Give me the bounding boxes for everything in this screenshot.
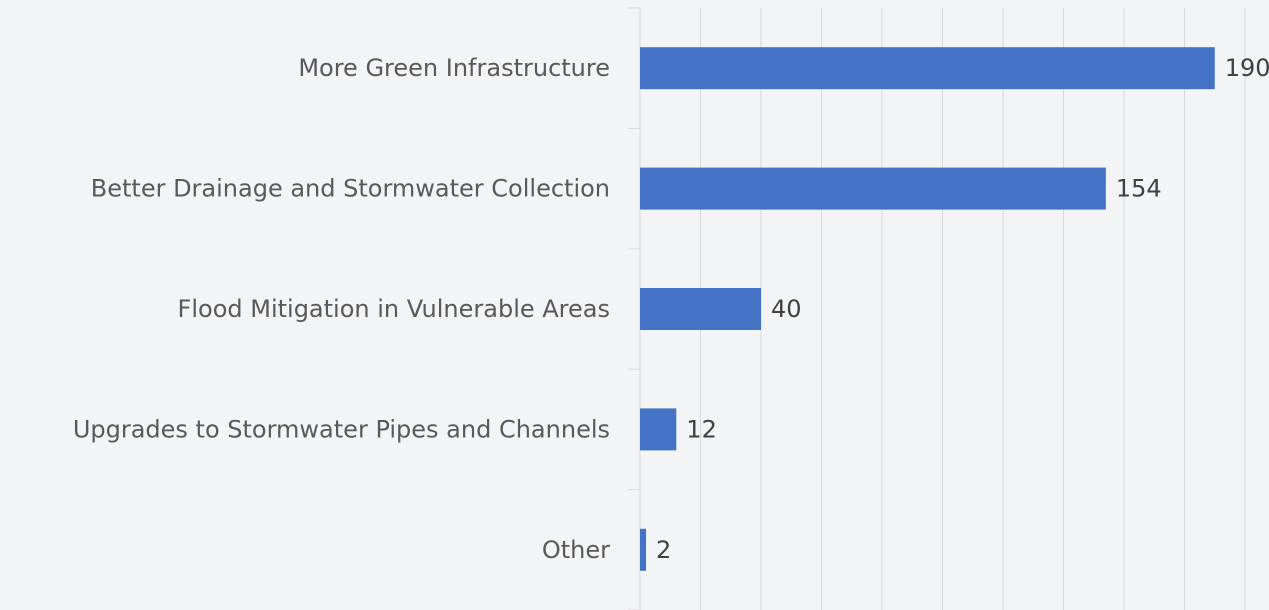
value-label: 190 [1225,54,1269,82]
category-label: Flood Mitigation in Vulnerable Areas [178,295,610,323]
value-label: 154 [1116,175,1162,203]
value-label: 40 [771,295,802,323]
bar [640,288,761,330]
bar [640,47,1215,90]
category-label: More Green Infrastructure [298,54,610,82]
value-label: 2 [656,536,671,564]
bar [640,167,1106,210]
value-label: 12 [686,415,717,443]
bar [640,408,677,451]
category-label: Better Drainage and Stormwater Collectio… [91,175,610,203]
bar [640,528,647,571]
category-label: Other [542,536,610,564]
category-label: Upgrades to Stormwater Pipes and Channel… [73,415,610,443]
